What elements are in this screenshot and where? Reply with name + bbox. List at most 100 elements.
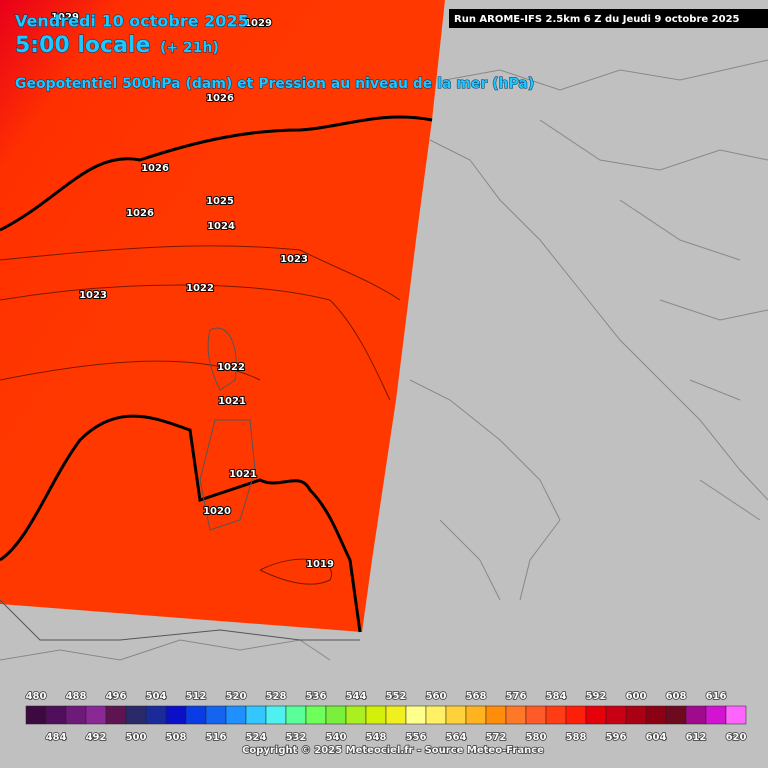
isobar-label: 1021	[218, 396, 246, 407]
legend-label: 560	[426, 691, 447, 702]
legend-label: 500	[126, 732, 147, 743]
legend-swatch	[45, 705, 67, 725]
legend-swatch	[705, 705, 727, 725]
legend-label: 608	[666, 691, 687, 702]
legend-swatch	[325, 705, 347, 725]
legend-label: 552	[386, 691, 407, 702]
legend-swatch	[245, 705, 267, 725]
isobar-label: 1029	[51, 12, 79, 23]
legend-label: 536	[306, 691, 327, 702]
legend-swatch	[25, 705, 47, 725]
legend-label: 572	[486, 732, 507, 743]
legend-label: 488	[66, 691, 87, 702]
legend-label: 480	[26, 691, 47, 702]
isobar-label: 1025	[206, 196, 234, 207]
isopleths	[0, 115, 433, 633]
legend-swatch	[185, 705, 207, 725]
legend-label: 544	[346, 691, 367, 702]
legend-label: 540	[326, 732, 347, 743]
legend-label: 528	[266, 691, 287, 702]
legend-label: 492	[86, 732, 107, 743]
header: Vendredi 10 octobre 2025 5:00 locale (+ …	[15, 9, 768, 93]
legend-swatch	[625, 705, 647, 725]
legend-label: 556	[406, 732, 427, 743]
legend-label: 620	[726, 732, 747, 743]
legend-label: 532	[286, 732, 307, 743]
legend-swatch	[265, 705, 287, 725]
legend-swatch	[345, 705, 367, 725]
legend-swatch	[285, 705, 307, 725]
time: 5:00 locale	[15, 33, 150, 58]
legend-swatch	[85, 705, 107, 725]
legend-label: 596	[606, 732, 627, 743]
legend-label: 592	[586, 691, 607, 702]
legend-label: 496	[106, 691, 127, 702]
legend-swatch	[465, 705, 487, 725]
legend-swatch	[385, 705, 407, 725]
isobar-label: 1026	[126, 208, 154, 219]
subtitle: Geopotentiel 500hPa (dam) et Pression au…	[15, 76, 534, 92]
legend-label: 600	[626, 691, 647, 702]
legend-swatch	[645, 705, 667, 725]
legend-swatch	[205, 705, 227, 725]
legend-swatch	[165, 705, 187, 725]
legend-label: 564	[446, 732, 467, 743]
isobar-label: 1021	[229, 469, 257, 480]
pressure-field	[0, 0, 445, 632]
legend-swatch	[725, 705, 747, 725]
legend-label: 508	[166, 732, 187, 743]
legend-swatch	[505, 705, 527, 725]
legend-label: 524	[246, 732, 267, 743]
legend-swatch	[525, 705, 547, 725]
isobar-label: 1026	[206, 93, 234, 104]
legend-swatch	[125, 705, 147, 725]
lead: (+ 21h)	[160, 40, 219, 56]
legend-swatch	[565, 705, 587, 725]
isobar-label: 1022	[186, 283, 214, 294]
legend-swatch	[105, 705, 127, 725]
legend-label: 612	[686, 732, 707, 743]
legend-label: 584	[546, 691, 567, 702]
legend-swatch	[585, 705, 607, 725]
isobar-label: 1019	[306, 559, 334, 570]
legend-label: 616	[706, 691, 727, 702]
legend-swatch	[425, 705, 447, 725]
isobar-label: 1029	[244, 18, 272, 29]
isobars	[0, 245, 401, 585]
legend-label: 548	[366, 732, 387, 743]
run: Run AROME-IFS 2.5km 6 Z du Jeudi 9 octob…	[454, 14, 740, 25]
coastline	[0, 327, 360, 641]
legend-label: 568	[466, 691, 487, 702]
legend-swatch	[365, 705, 387, 725]
legend-swatch	[405, 705, 427, 725]
copyright: Copyright © 2025 Meteociel.fr - Source M…	[242, 745, 544, 756]
legend-label: 512	[186, 691, 207, 702]
legend-label: 504	[146, 691, 167, 702]
legend-label: 576	[506, 691, 527, 702]
run-box	[449, 9, 768, 28]
legend-label: 580	[526, 732, 547, 743]
legend-label: 588	[566, 732, 587, 743]
legend-swatch	[605, 705, 627, 725]
legend-swatch	[225, 705, 247, 725]
legend-swatch	[305, 705, 327, 725]
isobar-label: 1026	[141, 163, 169, 174]
legend-swatch	[665, 705, 687, 725]
legend-label: 484	[46, 732, 67, 743]
legend-swatch	[685, 705, 707, 725]
legend-label: 520	[226, 691, 247, 702]
legend-swatch	[485, 705, 507, 725]
legend-swatch	[145, 705, 167, 725]
isobar-label: 1023	[79, 290, 107, 301]
legend-swatch	[445, 705, 467, 725]
legend-swatch	[545, 705, 567, 725]
legend-swatch	[65, 705, 87, 725]
legend-label: 516	[206, 732, 227, 743]
legend: 480 484 488 492 496 500 504 508 512 516 520 524 528 5…	[25, 690, 747, 744]
isobar-label: 1022	[217, 362, 245, 373]
isobar-label: 1020	[203, 506, 231, 517]
date: Vendredi 10 octobre 2025	[15, 12, 249, 31]
isobar-label: 1023	[280, 254, 308, 265]
isobar-label: 1024	[207, 221, 235, 232]
legend-label: 604	[646, 732, 667, 743]
